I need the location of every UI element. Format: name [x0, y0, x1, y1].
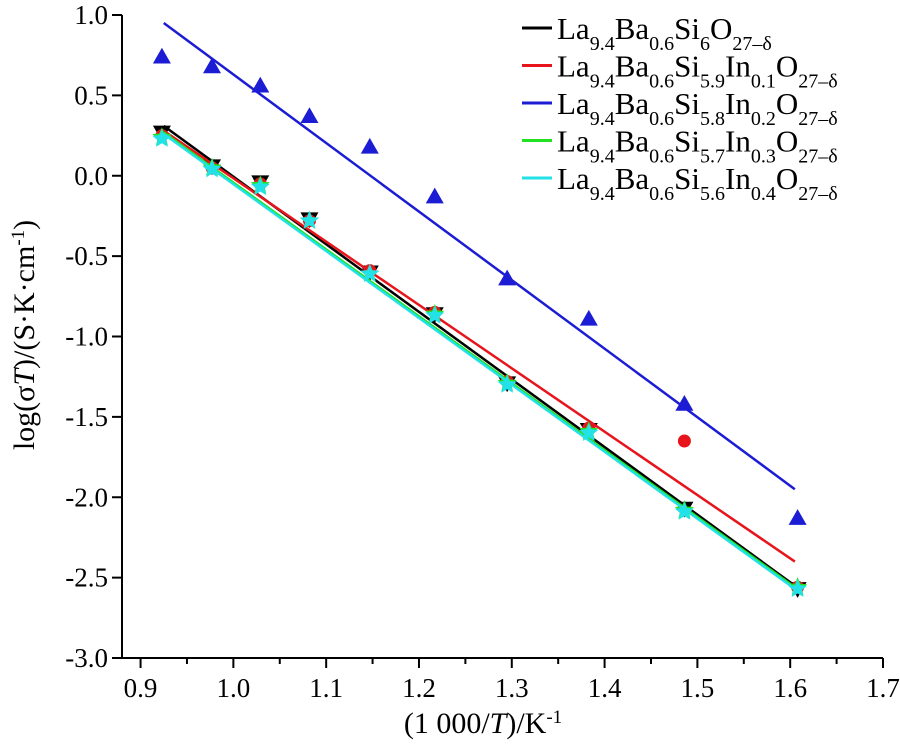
legend-entry-2: La9.4Ba0.6Si5.9In0.1O27–δ: [522, 49, 838, 93]
series-5: [152, 128, 808, 597]
data-point: [579, 309, 598, 326]
y-tick-label: -3.0: [65, 643, 108, 673]
legend-label: La9.4Ba0.6Si6O27–δ: [557, 11, 772, 55]
x-tick-label: 1.7: [866, 673, 900, 703]
series-layer: [152, 22, 808, 598]
data-point: [152, 47, 171, 64]
x-tick-label: 1.1: [309, 673, 343, 703]
data-point: [300, 107, 319, 124]
data-point: [674, 501, 694, 520]
data-point: [300, 210, 319, 229]
y-tick-label: 0.5: [74, 80, 108, 110]
fit-line: [163, 129, 796, 563]
series-3: [152, 22, 807, 525]
data-point: [152, 128, 172, 147]
x-tick-label: 1.4: [588, 673, 622, 703]
y-tick-label: 1.0: [74, 0, 108, 30]
legend-entry-4: La9.4Ba0.6Si5.7In0.3O27–δ: [522, 124, 838, 168]
data-point: [675, 395, 694, 411]
legend-label: La9.4Ba0.6Si5.6In0.4O27–δ: [557, 161, 838, 205]
x-axis: 0.9 1.0 1.1 1.2 1.3 1.4 1.5 1.6 1.7: [124, 658, 900, 703]
x-tick-label: 0.9: [124, 673, 158, 703]
data-point: [250, 177, 270, 196]
y-tick-label: -2.5: [65, 563, 108, 593]
data-point: [360, 137, 379, 154]
data-point: [677, 434, 691, 448]
data-point: [202, 159, 222, 178]
x-tick-label: 1.3: [495, 673, 529, 703]
y-tick-label: -2.0: [65, 482, 108, 512]
x-tick-label: 1.2: [402, 673, 436, 703]
data-point: [203, 57, 222, 74]
data-point: [788, 509, 807, 525]
x-tick-label: 1.6: [773, 673, 807, 703]
legend-entry-1: La9.4Ba0.6Si6O27–δ: [522, 11, 772, 55]
y-tick-label: -1.0: [65, 322, 108, 352]
y-tick-label: 0.0: [74, 161, 108, 191]
x-axis-title: (1 000/T)/K-1: [404, 707, 562, 741]
data-point: [251, 76, 270, 93]
legend-label: La9.4Ba0.6Si5.9In0.1O27–δ: [557, 49, 838, 93]
y-axis-title: log(σT)/(S·K·cm-1): [8, 220, 42, 450]
fit-line: [163, 22, 796, 491]
data-point: [425, 305, 445, 324]
data-point: [788, 578, 808, 597]
legend: La9.4Ba0.6Si6O27–δLa9.4Ba0.6Si5.9In0.1O2…: [522, 11, 838, 205]
legend-entry-3: La9.4Ba0.6Si5.8In0.2O27–δ: [522, 86, 838, 130]
legend-label: La9.4Ba0.6Si5.7In0.3O27–δ: [557, 124, 838, 168]
legend-label: La9.4Ba0.6Si5.8In0.2O27–δ: [557, 86, 838, 130]
x-tick-label: 1.0: [216, 673, 250, 703]
fit-line: [163, 132, 796, 590]
data-point: [579, 422, 599, 441]
legend-entry-5: La9.4Ba0.6Si5.6In0.4O27–δ: [522, 161, 838, 205]
x-tick-label: 1.5: [681, 673, 715, 703]
y-axis: 1.0 0.5 0.0 -0.5 -1.0 -1.5 -2.0 -2.5 -3.0: [65, 0, 122, 673]
data-point: [498, 269, 517, 286]
data-point: [360, 263, 380, 282]
y-tick-label: -0.5: [65, 241, 108, 271]
data-point: [425, 187, 444, 204]
y-tick-label: -1.5: [65, 402, 108, 432]
data-point: [497, 374, 517, 393]
